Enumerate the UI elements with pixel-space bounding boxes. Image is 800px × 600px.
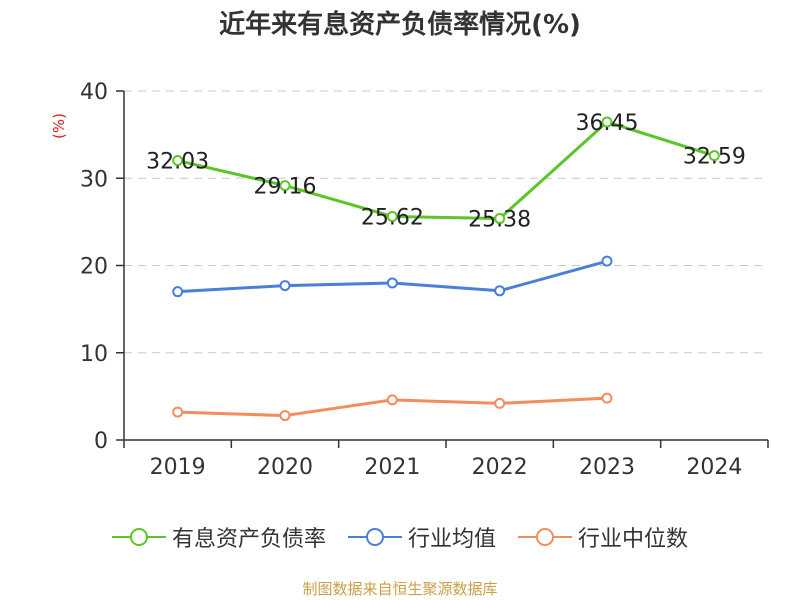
data-label: 29.16 <box>254 175 317 200</box>
data-point[interactable] <box>172 155 184 167</box>
data-point[interactable] <box>279 410 291 422</box>
series-line <box>177 120 715 221</box>
data-point[interactable] <box>708 150 720 162</box>
legend-label: 有息资产负债率 <box>171 527 326 552</box>
data-point[interactable] <box>494 285 506 297</box>
data-point[interactable] <box>494 397 506 409</box>
y-tick-label: 10 <box>80 342 108 367</box>
legend-item-interest-debt-ratio[interactable]: 有息资产负债率 <box>111 521 326 553</box>
series-0 <box>172 116 720 225</box>
y-tick-label: 40 <box>80 80 108 105</box>
legend-label: 行业中位数 <box>578 527 689 552</box>
data-point[interactable] <box>172 286 184 298</box>
y-tick-labels: 0 10 20 30 40 <box>80 80 108 454</box>
data-label: 25.38 <box>468 208 531 233</box>
x-tick-label: 2019 <box>150 455 206 480</box>
x-tick-label: 2022 <box>472 455 528 480</box>
data-label: 32.59 <box>683 145 746 170</box>
data-point[interactable] <box>386 394 398 406</box>
x-tick-label: 2023 <box>579 455 635 480</box>
data-point[interactable] <box>386 210 398 222</box>
x-tick-label: 2024 <box>686 455 742 480</box>
y-tick-label: 0 <box>94 429 108 454</box>
y-tick-label: 30 <box>80 167 108 192</box>
axes <box>116 90 769 448</box>
legend-marker-orange <box>518 528 572 546</box>
data-point[interactable] <box>386 277 398 289</box>
x-tick-label: 2020 <box>257 455 313 480</box>
data-label: 25.62 <box>361 205 424 230</box>
y-axis-label: (%) <box>50 113 68 139</box>
series-1 <box>172 255 613 298</box>
data-point[interactable] <box>172 406 184 418</box>
grid-lines <box>124 90 768 354</box>
series-lines <box>172 116 720 422</box>
data-point[interactable] <box>601 116 613 128</box>
data-point[interactable] <box>279 280 291 292</box>
y-tick-label: 20 <box>80 255 108 280</box>
data-point[interactable] <box>279 180 291 192</box>
chart-title: 近年来有息资产负债率情况(%) <box>219 10 581 40</box>
data-point[interactable] <box>601 392 613 404</box>
series-2 <box>172 392 613 422</box>
data-labels: 32.03 29.16 25.62 25.38 36.45 32.59 <box>146 111 746 233</box>
legend-label: 行业均值 <box>407 527 496 552</box>
data-point[interactable] <box>494 213 506 225</box>
legend-item-industry-mean[interactable]: 行业均值 <box>347 521 496 553</box>
data-label: 32.03 <box>146 150 209 175</box>
data-label: 36.45 <box>576 111 639 136</box>
legend-marker-blue <box>347 528 402 546</box>
x-tick-label: 2021 <box>364 455 420 480</box>
data-source-note: 制图数据来自恒生聚源数据库 <box>302 580 498 598</box>
x-tick-labels: 2019 2020 2021 2022 2023 2024 <box>150 455 743 480</box>
legend: 有息资产负债率 行业均值 行业中位数 <box>0 520 800 554</box>
data-point[interactable] <box>601 255 613 267</box>
legend-item-industry-median[interactable]: 行业中位数 <box>518 521 688 553</box>
legend-marker-green <box>111 528 166 546</box>
